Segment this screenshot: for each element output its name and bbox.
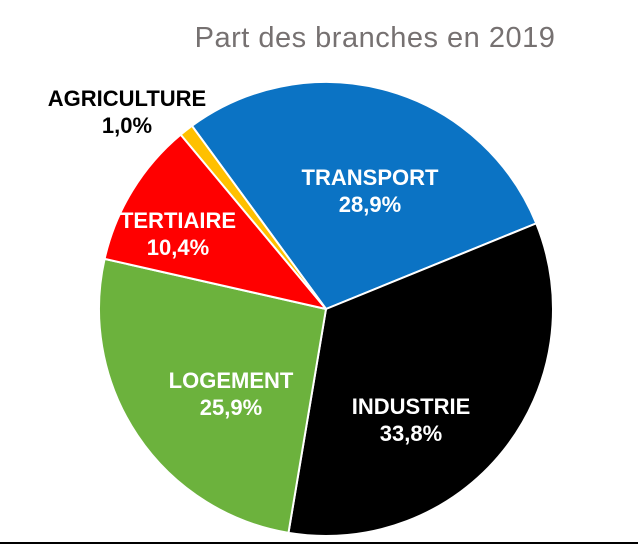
pie-slice-transport [190, 81, 538, 310]
slice-label-agriculture: AGRICULTURE 1,0% [48, 85, 206, 139]
slice-name: TERTIAIRE [119, 208, 237, 233]
slice-percent: 10,4% [146, 235, 210, 260]
pie-slices-group [98, 81, 554, 537]
slice-label-logement: LOGEMENT 25,9% [169, 367, 294, 421]
slice-percent: 33,8% [379, 421, 443, 446]
slice-label-industrie: INDUSTRIE 33,8% [352, 393, 471, 447]
chart-title: Part des branches en 2019 [194, 22, 556, 54]
slice-name: INDUSTRIE [351, 394, 471, 419]
pie-slice-logement [98, 257, 327, 534]
slice-name: TRANSPORT [301, 165, 439, 190]
slice-name: LOGEMENT [168, 368, 294, 393]
slice-percent: 25,9% [199, 395, 263, 420]
pie-slice-agriculture [179, 124, 327, 310]
pie-slice-industrie [287, 222, 554, 537]
slice-percent: 1,0% [101, 113, 153, 138]
slice-percent: 28,9% [338, 192, 402, 217]
bottom-border-line [0, 542, 638, 544]
pie-slice-tertiaire [103, 133, 327, 310]
slice-label-tertiaire: TERTIAIRE 10,4% [120, 207, 236, 261]
slice-label-transport: TRANSPORT 28,9% [302, 164, 439, 218]
slice-name: AGRICULTURE [47, 86, 207, 111]
